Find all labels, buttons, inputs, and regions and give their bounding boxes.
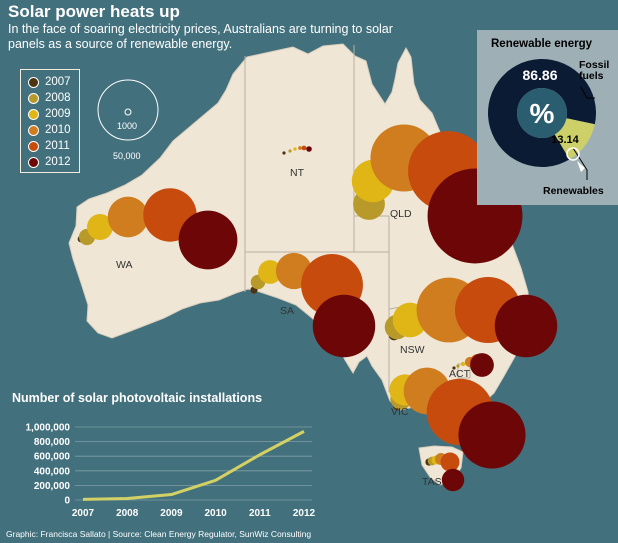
fossil-fuels-label: Fossil fuels: [579, 59, 610, 82]
y-tick-label: 400,000: [34, 466, 71, 477]
bubble-nt-2008: [288, 149, 292, 153]
state-label-tas: TAS: [422, 476, 442, 488]
state-label-act: ACT: [449, 368, 470, 380]
legend-item-2012: 2012: [28, 154, 71, 170]
legend-swatch: [28, 76, 39, 88]
legend-item-2010: 2010: [28, 122, 71, 138]
scale-small-label: 1000: [117, 121, 138, 131]
x-tick-label: 2007: [72, 508, 95, 519]
x-tick-label: 2008: [116, 508, 139, 519]
state-label-sa: SA: [280, 305, 295, 317]
fossil-value: 86.86: [522, 67, 557, 83]
legend-label: 2008: [45, 92, 71, 104]
scale-large-label: 50,000: [113, 151, 141, 161]
y-tick-label: 0: [64, 496, 70, 507]
y-tick-label: 200,000: [34, 481, 71, 492]
pie-title: Renewable energy: [491, 38, 592, 50]
legend-label: 2010: [45, 124, 71, 136]
bubble-nt-2009: [293, 147, 297, 151]
bubble-wa-2009: [87, 214, 113, 240]
bubble-sa-2012: [312, 294, 376, 358]
bubble-wa-2010: [107, 196, 149, 238]
bubble-nt-2007: [282, 151, 286, 155]
scale-circle-large: [97, 79, 159, 141]
x-tick-label: 2012: [293, 508, 316, 519]
renewables-label: Renewables: [543, 185, 604, 197]
pie-slice-fossil: [488, 59, 596, 167]
bubble-nt-2010: [298, 146, 302, 150]
bubble-size-scale: 1000 50,000: [97, 79, 159, 161]
y-tick-label: 1,000,000: [26, 423, 71, 434]
pie-center-label: %: [530, 98, 555, 129]
legend-swatch: [28, 124, 39, 136]
legend-swatch: [28, 140, 39, 152]
renewable-arrow-icon: [577, 161, 585, 172]
renewable-leader-line: [572, 147, 588, 180]
legend-swatch: [28, 156, 39, 168]
bubble-vic-2012: [458, 401, 526, 469]
renewable-value: 13.14: [551, 134, 579, 146]
x-tick-label: 2010: [204, 508, 227, 519]
bubble-tas-2012: [441, 468, 465, 492]
bubble-tas-2011: [440, 452, 460, 472]
state-label-vic: VIC: [391, 406, 409, 418]
legend-swatch: [28, 108, 39, 120]
y-tick-label: 800,000: [34, 437, 71, 448]
pie-slice-renewables: [554, 118, 595, 160]
installations-line-chart: 0 200,000 400,000 600,000 800,000 1,000,000 20…: [26, 423, 316, 520]
page-subtitle: In the face of soaring electricity price…: [8, 22, 393, 51]
x-tick-label: 2011: [249, 508, 271, 519]
state-label-nsw: NSW: [400, 344, 425, 356]
state-label-nt: NT: [290, 167, 304, 179]
state-label-qld: QLD: [390, 208, 412, 220]
bubble-act-2007: [452, 366, 456, 370]
legend-label: 2007: [45, 76, 71, 88]
legend-item-2007: 2007: [28, 74, 71, 90]
legend-label: 2009: [45, 108, 71, 120]
bubble-act-2009: [460, 361, 466, 367]
bubble-nt-2011: [301, 145, 307, 151]
legend-item-2009: 2009: [28, 106, 71, 122]
footer-credit: Graphic: Francisca Sallato | Source: Cle…: [6, 529, 312, 539]
legend-item-2008: 2008: [28, 90, 71, 106]
renewable-energy-panel: Renewable energy % 86.86 13.14 Fossil fuel…: [477, 30, 618, 205]
state-label-wa: WA: [116, 259, 133, 271]
installations-line: [82, 430, 305, 501]
x-tick-label: 2009: [160, 508, 183, 519]
renewable-highlight-ring: [566, 147, 580, 161]
y-tick-label: 600,000: [34, 452, 71, 463]
legend-item-2011: 2011: [28, 138, 70, 154]
legend-swatch: [28, 92, 39, 104]
bubble-act-2008: [456, 364, 460, 368]
bubble-nsw-2012: [494, 294, 558, 358]
bubble-sa-2009: [258, 260, 282, 284]
scale-circle-small: [124, 108, 132, 116]
page-title: Solar power heats up: [8, 2, 180, 21]
bubble-nt-2012: [306, 146, 312, 152]
renewable-pie: % 86.86 13.14: [488, 59, 596, 180]
line-chart-title: Number of solar photovoltaic installatio…: [12, 391, 263, 405]
legend-label: 2011: [45, 140, 70, 152]
fossil-leader-line: [580, 86, 595, 99]
bubble-wa-2012: [178, 210, 238, 270]
bubble-act-2012: [470, 353, 494, 377]
year-legend: 2007 2008 2009 2010 2011 2012: [20, 69, 80, 173]
pie-hole: [517, 88, 567, 138]
legend-label: 2012: [45, 156, 71, 168]
